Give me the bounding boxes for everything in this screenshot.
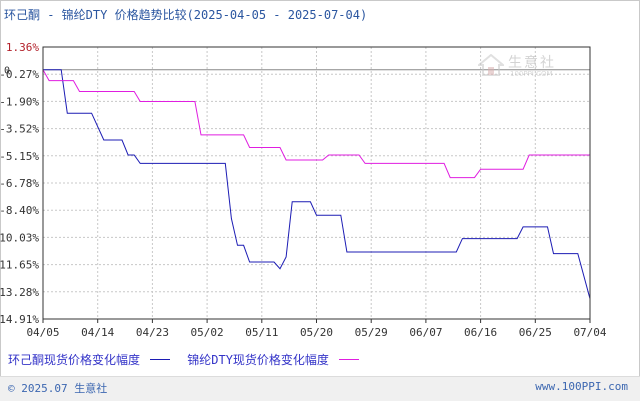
y-tick-label: 1.36%: [6, 41, 39, 54]
y-tick-label: -11.65%: [0, 259, 39, 272]
axes: [42, 46, 591, 320]
legend-line-series-2: [338, 359, 359, 360]
legend-label-series-1: 环己酮现货价格变化幅度: [8, 353, 141, 367]
x-tick-label: 07/04: [573, 326, 606, 339]
x-tick-label: 05/20: [300, 326, 333, 339]
x-tick-label: 05/29: [355, 326, 388, 339]
y-tick-label: -8.40%: [0, 204, 39, 217]
x-tick-label: 05/02: [191, 326, 224, 339]
x-tick-label: 04/23: [136, 326, 169, 339]
plot-border: [42, 46, 591, 320]
x-tick-label: 04/05: [26, 326, 59, 339]
legend-label-series-2: 锦纶DTY现货价格变化幅度: [187, 353, 329, 367]
x-axis-ticks: 04/05 04/14 04/23 05/02 05/11 05/20 05/29 06/07…: [26, 319, 607, 339]
house-logo-icon: [478, 54, 504, 76]
x-tick-label: 06/25: [519, 326, 552, 339]
x-tick-label: 06/16: [464, 326, 497, 339]
legend-line-series-1: [150, 359, 171, 360]
y-tick-label: -0.27%: [0, 68, 39, 81]
y-tick-label: -10.03%: [0, 231, 39, 244]
copyright-text: © 2025.07 生意社: [8, 382, 108, 395]
chart-title: 环己酮 - 锦纶DTY 价格趋势比较(2025-04-05 - 2025-07-…: [4, 8, 368, 22]
y-tick-label: -5.15%: [0, 150, 39, 163]
y-tick-label: -3.52%: [0, 123, 39, 136]
legend-item-series-2: 锦纶DTY现货价格变化幅度: [187, 351, 359, 368]
series-line-1: [43, 69, 591, 299]
zero-label: 0: [4, 66, 10, 77]
y-tick-label: -14.91%: [0, 313, 39, 326]
y-axis-ticks: 1.36% -0.27% -1.90% -3.52% -5.15% -6.78% -8.40…: [0, 41, 39, 326]
x-tick-label: 06/07: [409, 326, 442, 339]
footer-bar: [0, 376, 640, 401]
series-line-2: [42, 69, 590, 179]
site-link[interactable]: www.100PPI.com: [535, 380, 628, 393]
y-tick-label: -13.28%: [0, 286, 39, 299]
watermark-text: 生意社: [508, 55, 556, 71]
legend-item-series-1: 环己酮现货价格变化幅度: [8, 351, 171, 368]
y-tick-label: -6.78%: [0, 177, 39, 190]
x-tick-label: 04/14: [81, 326, 114, 339]
x-tick-label: 05/11: [245, 326, 278, 339]
grid-lines: [43, 47, 590, 319]
series-lines: [42, 69, 591, 299]
watermark-subtext: 100PPI.COM: [510, 70, 553, 78]
chart-legend: 环己酮现货价格变化幅度 锦纶DTY现货价格变化幅度: [8, 351, 369, 368]
y-tick-label: -1.90%: [0, 95, 39, 108]
